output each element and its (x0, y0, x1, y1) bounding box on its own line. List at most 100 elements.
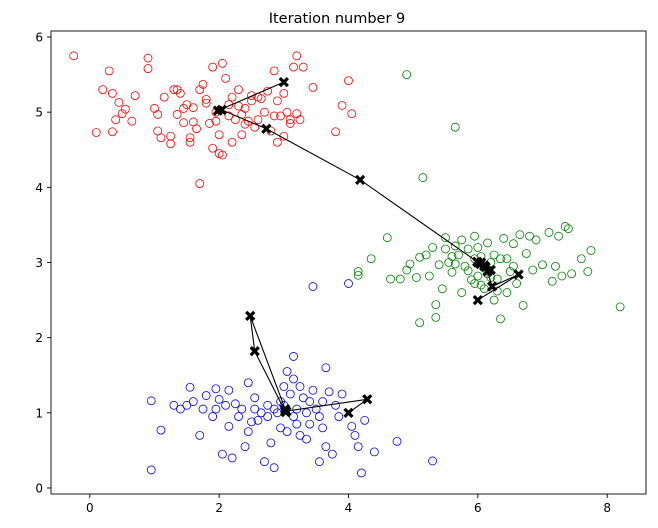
data-point (563, 224, 573, 234)
centroid-marker-stroke (513, 269, 524, 280)
data-point (557, 271, 567, 281)
data-point (256, 408, 266, 418)
data-point (211, 404, 221, 414)
data-point (496, 254, 505, 264)
data-point (279, 382, 289, 391)
data-point (263, 400, 273, 410)
data-point (298, 393, 308, 403)
y-tick-label: 2 (35, 331, 43, 345)
data-point (415, 318, 425, 328)
data-point (289, 62, 298, 72)
data-point (450, 241, 460, 251)
data-point (551, 261, 560, 271)
data-point (518, 300, 528, 310)
y-tick-label: 0 (35, 481, 43, 495)
centroid-path-3 (245, 310, 373, 418)
data-point (331, 127, 340, 137)
x-tick-label: 0 (86, 501, 94, 515)
data-point (308, 282, 318, 291)
x-tick-label: 6 (474, 501, 482, 515)
data-point (428, 456, 437, 466)
data-point (182, 400, 192, 410)
data-point (108, 88, 117, 98)
data-point (502, 288, 512, 297)
data-point (169, 85, 179, 95)
data-point (509, 261, 518, 271)
data-point (240, 104, 250, 113)
centroid-marker (472, 294, 483, 306)
data-point (269, 111, 279, 121)
data-point (431, 300, 441, 309)
data-point (447, 252, 457, 261)
data-point (509, 239, 518, 249)
centroid-marker (472, 257, 483, 268)
data-point (98, 85, 108, 95)
data-point (175, 404, 185, 414)
data-point (437, 284, 447, 294)
data-point (253, 415, 263, 425)
data-point (114, 98, 124, 107)
data-point (243, 378, 253, 388)
data-point (169, 400, 179, 410)
data-point (615, 302, 625, 312)
data-point (227, 453, 237, 463)
centroid-marker (343, 407, 354, 418)
data-point (146, 465, 156, 475)
cluster-1-points (69, 51, 357, 188)
data-point (457, 288, 467, 297)
x-tick-label: 8 (603, 501, 611, 515)
data-point (250, 393, 260, 403)
data-point (198, 404, 208, 414)
data-point (247, 91, 256, 101)
data-point (214, 394, 224, 404)
data-point (269, 66, 279, 76)
cluster-3-points (146, 279, 437, 478)
centroid-marker-stroke (216, 104, 227, 116)
data-point (489, 250, 499, 260)
data-point (499, 234, 509, 243)
data-point (185, 133, 195, 143)
data-point (308, 82, 318, 92)
data-point (211, 384, 221, 394)
data-point (353, 267, 363, 276)
data-point (292, 109, 302, 119)
data-point (331, 400, 340, 410)
data-point (386, 274, 395, 284)
centroid-path-2 (472, 257, 524, 306)
data-point (344, 76, 353, 86)
centroid-marker (245, 310, 256, 321)
data-point (104, 66, 114, 76)
centroid-marker-stroke (245, 310, 256, 321)
data-point (263, 412, 273, 421)
data-point (214, 149, 224, 158)
data-point (492, 274, 502, 284)
data-point (463, 244, 473, 254)
centroid-marker-stroke (472, 257, 483, 268)
data-point (431, 312, 441, 322)
data-point (392, 436, 402, 446)
data-point (337, 389, 347, 399)
data-point (460, 261, 470, 271)
data-point (318, 423, 328, 433)
centroid-marker-stroke (482, 266, 493, 277)
data-point (156, 133, 166, 143)
data-point (415, 252, 425, 262)
data-point (247, 96, 256, 106)
data-point (253, 115, 263, 125)
data-point (201, 98, 211, 108)
data-point (221, 73, 231, 83)
data-point (473, 243, 483, 252)
data-point (515, 230, 525, 240)
centroid-marker (278, 76, 289, 88)
data-point (447, 267, 457, 277)
data-point (525, 231, 534, 241)
data-point (567, 269, 577, 279)
data-point (473, 271, 483, 281)
data-point (560, 222, 570, 231)
centroid-marker (486, 281, 498, 292)
data-point (276, 111, 285, 121)
data-point (305, 397, 315, 406)
data-point (470, 231, 480, 241)
data-point (272, 96, 282, 106)
